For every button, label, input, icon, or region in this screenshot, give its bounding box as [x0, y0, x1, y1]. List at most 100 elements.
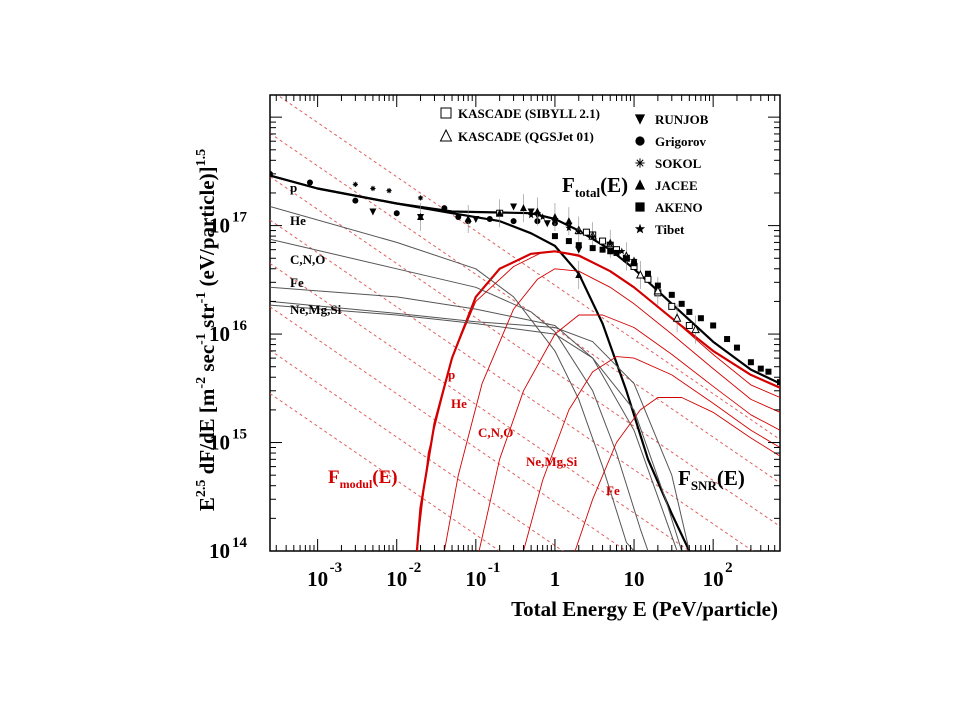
- marker-akeno: [589, 245, 596, 252]
- component-label-black: C,N,O: [290, 252, 325, 267]
- legend-label: KASCADE (QGSJet 01): [458, 129, 594, 144]
- marker-tibet: [527, 211, 535, 219]
- fsnr-label: FSNR(E): [678, 466, 745, 493]
- marker-akeno: [607, 248, 614, 255]
- marker-grigorov: [441, 205, 448, 212]
- marker-akeno: [654, 282, 661, 289]
- component-label-red: C,N,O: [478, 425, 513, 440]
- x-tick-label: 1: [550, 567, 561, 591]
- marker-akeno: [777, 379, 780, 386]
- spectrum-curves: [270, 174, 780, 551]
- marker-akeno: [686, 308, 693, 315]
- y-tick-label-exponent: 15: [232, 427, 247, 443]
- y-axis-label: E2.5 dF/dE [m-2 sec-1 str-1 (eV/particle…: [194, 149, 219, 511]
- x-tick-label: 10: [624, 567, 645, 591]
- x-tick-label: 10: [703, 567, 724, 591]
- svg-text:E2.5 dF/dE [m-2 sec-1 str-1 (e: E2.5 dF/dE [m-2 sec-1 str-1 (eV/particle…: [194, 149, 219, 511]
- marker-sokol: [352, 181, 358, 187]
- marker-akeno: [668, 291, 675, 298]
- marker-jacee: [519, 204, 527, 212]
- x-tick-label-exponent: -2: [409, 560, 422, 576]
- series-line-p: [270, 206, 635, 551]
- marker-kascade-qgsjet: [635, 269, 645, 279]
- marker-grigorov: [352, 197, 359, 204]
- marker-akeno: [733, 344, 740, 351]
- marker-tibet: [539, 213, 547, 221]
- guide-line-4: [270, 263, 691, 551]
- component-label-red: Ne,Mg,Si: [526, 454, 578, 469]
- marker-akeno: [599, 246, 606, 253]
- guide-lines: [270, 95, 780, 551]
- y-tick-label-exponent: 17: [232, 210, 248, 226]
- marker-grigorov: [306, 179, 313, 186]
- series-line-he: [270, 238, 649, 551]
- ftotal-label: Ftotal(E): [562, 173, 628, 200]
- x-tick-label-exponent: -1: [488, 560, 501, 576]
- legend-label: KASCADE (SIBYLL 2.1): [458, 106, 600, 121]
- marker-akeno: [710, 322, 717, 329]
- data-markers: [270, 170, 780, 386]
- legend-marker-open-square: [440, 107, 452, 119]
- marker-runjob: [543, 220, 551, 228]
- legend-marker-circle: [635, 136, 645, 146]
- marker-grigorov: [393, 210, 400, 217]
- series-line-fe-modul-: [574, 397, 780, 551]
- y-tick-label-exponent: 16: [232, 318, 248, 334]
- marker-kascade-sibyll: [685, 321, 693, 329]
- y-tick-label: 10: [209, 322, 230, 346]
- curve-annotations: Ftotal(E) FSNR(E) Fmodul(E) p He C,N,O Fe Ne,Mg…: [290, 173, 745, 498]
- component-label-red: p: [448, 367, 455, 382]
- guide-line-2: [270, 176, 780, 527]
- x-tick-label-exponent: -3: [330, 560, 343, 576]
- marker-jacee: [533, 207, 541, 215]
- marker-akeno: [565, 238, 572, 245]
- y-tick-label: 10: [209, 431, 230, 455]
- legend-marker-open-triangle: [439, 128, 453, 142]
- x-tick-label: 10: [307, 567, 328, 591]
- marker-kascade-sibyll: [599, 237, 607, 245]
- legend-label: RUNJOB: [655, 112, 709, 127]
- marker-tibet: [589, 233, 597, 241]
- marker-jacee: [417, 213, 425, 221]
- y-tick-label-exponent: 14: [232, 535, 248, 551]
- marker-kascade-qgsjet: [691, 324, 700, 334]
- legend-label: JACEE: [655, 178, 698, 193]
- marker-jacee: [575, 271, 583, 279]
- marker-jacee: [551, 213, 559, 221]
- component-label-black: Ne,Mg,Si: [290, 302, 342, 317]
- marker-akeno: [631, 260, 638, 267]
- marker-tibet: [618, 247, 626, 255]
- marker-tibet: [551, 217, 559, 225]
- marker-runjob: [472, 216, 480, 224]
- marker-sokol: [386, 188, 392, 194]
- marker-kascade-qgsjet: [653, 285, 663, 295]
- guide-line-6: [270, 349, 564, 551]
- legend-marker-square: [635, 202, 645, 212]
- marker-akeno: [575, 242, 582, 249]
- x-tick-label-exponent: 2: [725, 560, 733, 576]
- marker-tibet: [575, 227, 583, 235]
- legend-label: Grigorov: [655, 134, 707, 149]
- legend-marker-triangle-up: [634, 179, 646, 190]
- component-label-black: p: [290, 180, 297, 195]
- series-line-p-modul-: [416, 250, 780, 551]
- marker-akeno: [644, 270, 651, 277]
- component-label-red: He: [451, 396, 467, 411]
- x-tick-label: 10: [465, 567, 486, 591]
- marker-tibet: [565, 224, 573, 232]
- marker-runjob: [510, 203, 518, 211]
- plot-frame: [269, 94, 781, 552]
- marker-runjob: [575, 246, 583, 254]
- legend: KASCADE (SIBYLL 2.1) KASCADE (QGSJet 01) R…: [439, 106, 709, 237]
- legend-marker-asterisk: [635, 158, 645, 168]
- marker-jacee: [565, 217, 573, 225]
- marker-sokol: [370, 185, 376, 192]
- x-tick-label: 10: [386, 567, 407, 591]
- marker-akeno: [613, 249, 620, 256]
- marker-grigorov: [486, 216, 493, 223]
- marker-kascade-qgsjet: [672, 313, 682, 322]
- marker-grigorov: [455, 214, 462, 221]
- axis-ticks: [270, 95, 781, 552]
